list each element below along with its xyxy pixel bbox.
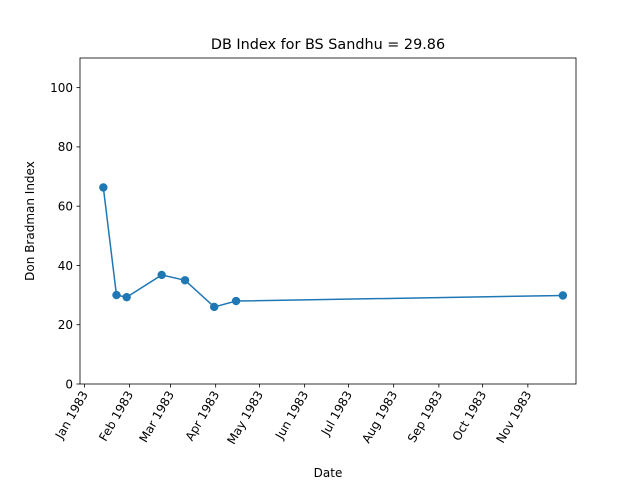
x-axis-label: Date — [314, 466, 343, 480]
data-point — [231, 296, 241, 306]
data-point — [112, 290, 121, 300]
data-point — [157, 270, 166, 280]
data-point — [558, 291, 568, 300]
y-tick-label: 0 — [65, 377, 73, 391]
data-point — [210, 302, 219, 312]
y-tick-label: 100 — [50, 81, 73, 95]
y-axis: 0 20 40 60 80 100 — [50, 81, 80, 391]
y-tick-label: 40 — [58, 259, 73, 273]
chart-title: DB Index for BS Sandhu = 29.86 — [211, 37, 445, 53]
series-layer — [99, 183, 568, 312]
y-tick-label: 20 — [58, 318, 73, 332]
plot-frame — [79, 57, 577, 385]
data-point — [99, 183, 108, 192]
y-tick-label: 60 — [58, 199, 73, 213]
data-point — [180, 276, 190, 285]
y-axis-label: Don Bradman Index — [23, 161, 37, 281]
data-point — [122, 292, 131, 302]
y-tick-label: 80 — [58, 140, 73, 154]
